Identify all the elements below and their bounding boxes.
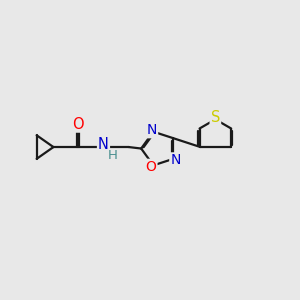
Text: N: N	[147, 123, 157, 137]
Text: O: O	[72, 117, 84, 132]
Text: H: H	[107, 149, 117, 162]
Text: N: N	[98, 137, 109, 152]
Text: S: S	[211, 110, 220, 124]
Text: N: N	[170, 153, 181, 167]
Text: O: O	[146, 160, 157, 174]
